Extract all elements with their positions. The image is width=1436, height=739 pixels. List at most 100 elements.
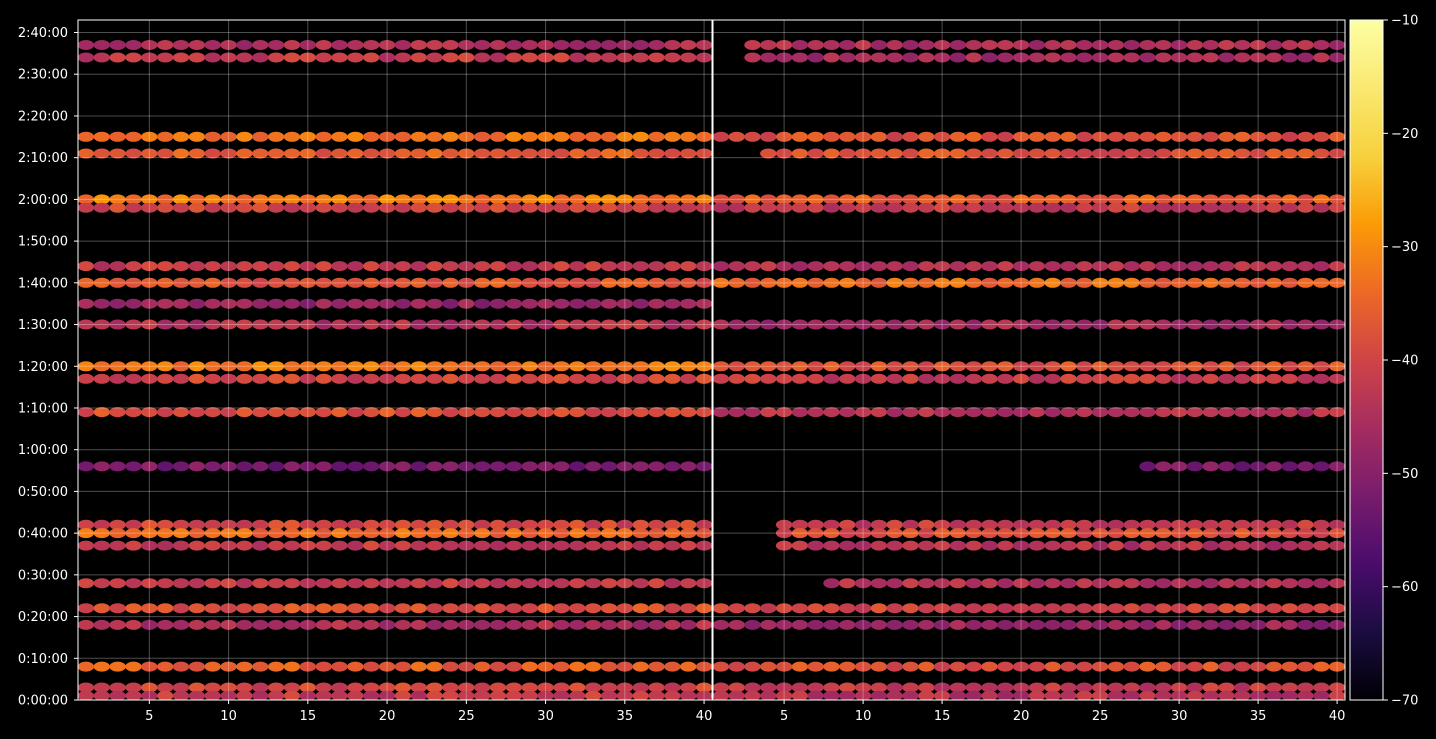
heatmap-cell-left-t42-x25 (458, 519, 475, 530)
heatmap-cell-right-t90-x7 (807, 319, 824, 330)
heatmap-cell-right-t118-x33 (1218, 202, 1235, 213)
heatmap-cell-left-t8-x33 (584, 661, 602, 672)
x-tick-label-left-15: 15 (300, 709, 317, 724)
heatmap-cell-right-t120-x15 (933, 194, 951, 205)
heatmap-cell-left-t120-x24 (442, 194, 459, 205)
heatmap-cell-right-t77-x16 (949, 373, 967, 384)
heatmap-cell-left-t69-x1 (78, 407, 95, 418)
heatmap-cell-left-t90-x40 (695, 319, 712, 330)
heatmap-cell-left-t90-x36 (632, 319, 649, 330)
heatmap-cell-left-t95-x29 (521, 298, 538, 309)
heatmap-cell-right-t157-x7 (807, 40, 824, 50)
heatmap-cell-left-t100-x34 (600, 277, 618, 288)
heatmap-cell-left-t95-x22 (410, 298, 427, 309)
heatmap-cell-left-t40-x12 (252, 528, 269, 539)
heatmap-cell-left-t18-x9 (204, 619, 221, 630)
heatmap-cell-right-t22-x4 (760, 603, 777, 614)
heatmap-cell-right-t77-x37 (1281, 373, 1298, 384)
heatmap-cell-right-t120-x10 (854, 194, 872, 205)
heatmap-cell-right-t80-x16 (949, 361, 967, 372)
panel-right (713, 20, 1345, 701)
heatmap-cell-right-t120-x13 (902, 194, 919, 205)
heatmap-cell-right-t154-x38 (1297, 52, 1314, 63)
heatmap-cell-left-t40-x32 (569, 528, 586, 539)
heatmap-cell-left-t8-x30 (537, 661, 554, 672)
heatmap-cell-left-t56-x4 (125, 461, 142, 472)
panel-right-background (713, 20, 1345, 700)
heatmap-cell-left-t1-x4 (125, 690, 142, 700)
heatmap-cell-right-t40-x16 (949, 528, 967, 539)
heatmap-cell-left-t90-x30 (537, 319, 554, 330)
heatmap-cell-left-t28-x10 (220, 578, 237, 589)
heatmap-cell-left-t154-x6 (157, 52, 174, 63)
heatmap-cell-right-t8-x28 (1139, 661, 1156, 672)
heatmap-cell-right-t22-x39 (1313, 603, 1330, 614)
heatmap-cell-left-t56-x13 (267, 461, 285, 472)
heatmap-cell-right-t56-x32 (1202, 461, 1219, 472)
heatmap-cell-right-t37-x13 (902, 540, 919, 551)
heatmap-cell-right-t18-x31 (1186, 619, 1204, 630)
heatmap-cell-right-t3-x23 (1060, 682, 1077, 693)
heatmap-cell-left-t100-x25 (458, 277, 475, 288)
heatmap-cell-right-t90-x38 (1297, 319, 1314, 330)
heatmap-cell-left-t42-x39 (680, 519, 697, 530)
heatmap-cell-left-t154-x2 (93, 52, 111, 63)
heatmap-cell-right-t18-x10 (854, 619, 872, 630)
heatmap-cell-left-t104-x7 (172, 261, 190, 272)
heatmap-cell-right-t42-x19 (997, 519, 1014, 530)
heatmap-cell-right-t80-x12 (886, 361, 903, 372)
heatmap-cell-right-t1-x3 (744, 690, 761, 700)
heatmap-cell-left-t118-x37 (648, 202, 665, 213)
heatmap-cell-left-t157-x40 (695, 40, 712, 50)
heatmap-cell-left-t135-x17 (331, 131, 348, 142)
heatmap-cell-left-t69-x4 (125, 407, 142, 418)
heatmap-cell-right-t1-x14 (918, 690, 935, 700)
heatmap-cell-right-t118-x27 (1123, 202, 1140, 213)
heatmap-cell-left-t42-x37 (648, 519, 665, 530)
heatmap-cell-left-t8-x37 (648, 661, 665, 672)
heatmap-cell-left-t77-x26 (474, 373, 491, 384)
heatmap-cell-left-t95-x9 (204, 298, 221, 309)
heatmap-cell-left-t90-x20 (378, 319, 396, 330)
heatmap-cell-right-t22-x24 (1076, 603, 1093, 614)
heatmap-cell-left-t104-x10 (220, 261, 237, 272)
heatmap-cell-left-t118-x28 (505, 202, 523, 213)
heatmap-cell-right-t3-x1 (713, 682, 730, 693)
heatmap-cell-left-t18-x25 (458, 619, 475, 630)
heatmap-cell-right-t18-x28 (1139, 619, 1156, 630)
heatmap-cell-left-t118-x38 (664, 202, 681, 213)
heatmap-cell-left-t18-x17 (331, 619, 348, 630)
heatmap-cell-left-t18-x40 (695, 619, 712, 630)
heatmap-cell-right-t28-x32 (1202, 578, 1219, 589)
heatmap-cell-right-t120-x8 (823, 194, 840, 205)
heatmap-cell-right-t3-x28 (1139, 682, 1156, 693)
heatmap-cell-right-t80-x30 (1170, 361, 1188, 372)
heatmap-cell-right-t37-x33 (1218, 540, 1235, 551)
heatmap-cell-right-t40-x31 (1186, 528, 1204, 539)
heatmap-cell-right-t154-x28 (1139, 52, 1156, 63)
heatmap-cell-right-t69-x24 (1076, 407, 1093, 418)
heatmap-cell-right-t77-x20 (1012, 373, 1030, 384)
heatmap-cell-left-t37-x17 (331, 540, 348, 551)
heatmap-cell-right-t157-x11 (870, 40, 888, 50)
heatmap-cell-left-t77-x12 (252, 373, 269, 384)
heatmap-cell-right-t42-x33 (1218, 519, 1235, 530)
heatmap-cell-right-t28-x17 (965, 578, 982, 589)
heatmap-cell-right-t135-x8 (823, 131, 840, 142)
heatmap-cell-left-t154-x16 (315, 52, 332, 63)
heatmap-cell-left-t40-x34 (600, 528, 618, 539)
heatmap-cell-left-t90-x15 (299, 319, 316, 330)
heatmap-cell-right-t8-x40 (1328, 661, 1345, 672)
heatmap-cell-right-t157-x22 (1044, 40, 1061, 50)
heatmap-cell-left-t3-x36 (632, 682, 649, 693)
heatmap-cell-right-t69-x15 (933, 407, 951, 418)
heatmap-cell-left-t40-x22 (410, 528, 427, 539)
heatmap-cell-right-t118-x5 (775, 202, 793, 213)
heatmap-cell-left-t37-x25 (458, 540, 475, 551)
heatmap-cell-right-t8-x13 (902, 661, 919, 672)
colorbar-tick-label--10: −10 (1391, 14, 1418, 29)
heatmap-cell-left-t95-x2 (93, 298, 111, 309)
heatmap-cell-left-t22-x10 (220, 603, 237, 614)
heatmap-cell-right-t77-x31 (1186, 373, 1204, 384)
heatmap-cell-right-t3-x35 (1249, 682, 1267, 693)
